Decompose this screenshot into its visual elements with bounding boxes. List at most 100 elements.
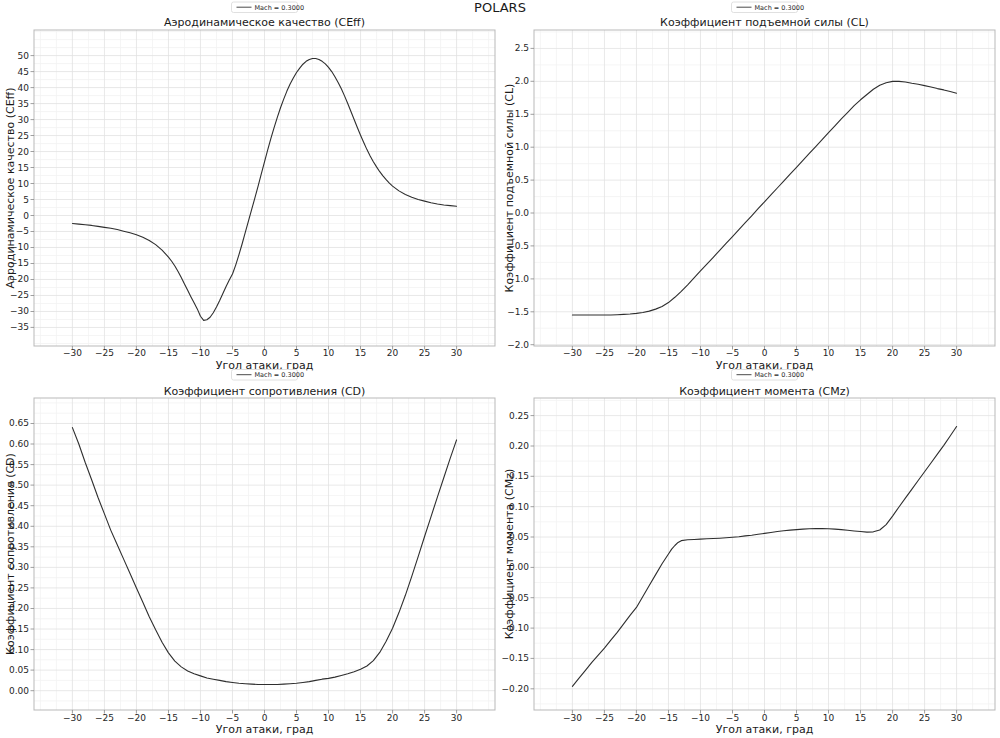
svg-text:15: 15 — [355, 348, 366, 358]
svg-text:−15: −15 — [659, 348, 678, 358]
legend-label: Mach = 0.3000 — [255, 4, 305, 12]
svg-text:25: 25 — [919, 348, 930, 358]
svg-text:25: 25 — [919, 713, 930, 723]
svg-text:10: 10 — [18, 179, 30, 189]
svg-text:−30: −30 — [63, 348, 82, 358]
svg-text:0.5: 0.5 — [515, 175, 529, 185]
svg-text:−5: −5 — [226, 348, 239, 358]
svg-text:−25: −25 — [95, 348, 114, 358]
svg-text:20: 20 — [887, 713, 899, 723]
svg-text:30: 30 — [18, 115, 30, 125]
svg-text:−20: −20 — [627, 348, 646, 358]
grid-lines — [34, 398, 495, 710]
svg-text:0: 0 — [762, 713, 768, 723]
legend: Mach = 0.3000 — [232, 370, 305, 381]
svg-text:50: 50 — [18, 51, 30, 61]
svg-text:20: 20 — [18, 147, 30, 157]
svg-text:−5: −5 — [726, 348, 739, 358]
chart-title: Коэффициент момента (CMz) — [679, 385, 850, 398]
svg-text:−10: −10 — [691, 713, 710, 723]
y-axis-label: Коэффициент сопротивления (CD) — [4, 453, 17, 655]
svg-text:−25: −25 — [10, 290, 29, 300]
svg-text:30: 30 — [451, 713, 463, 723]
svg-text:−5: −5 — [726, 713, 739, 723]
chart-title: Коэффициент сопротивления (CD) — [164, 385, 366, 398]
svg-text:5: 5 — [23, 195, 29, 205]
svg-text:5: 5 — [294, 348, 300, 358]
y-axis-label: Аэродинамическое качество (CEff) — [4, 88, 17, 289]
svg-text:−2.0: −2.0 — [507, 340, 529, 350]
svg-text:0.65: 0.65 — [9, 418, 29, 428]
svg-text:−15: −15 — [159, 713, 178, 723]
svg-text:40: 40 — [18, 83, 30, 93]
legend: Mach = 0.3000 — [732, 2, 805, 13]
legend-label: Mach = 0.3000 — [755, 4, 805, 12]
subplot-cmz: −30−25−20−15−10−5051015202530−0.20−0.15−… — [501, 370, 995, 737]
svg-text:0: 0 — [762, 348, 768, 358]
svg-text:5: 5 — [794, 348, 800, 358]
legend: Mach = 0.3000 — [732, 370, 805, 381]
grid-lines — [34, 30, 495, 346]
x-axis-label: Угол атаки, град — [716, 723, 814, 736]
svg-text:−20: −20 — [127, 348, 146, 358]
svg-text:0: 0 — [262, 713, 268, 723]
svg-text:0.0: 0.0 — [515, 208, 530, 218]
legend: Mach = 0.3000 — [232, 2, 305, 13]
svg-text:1.5: 1.5 — [515, 109, 529, 119]
svg-text:25: 25 — [419, 348, 430, 358]
svg-text:20: 20 — [387, 348, 399, 358]
svg-text:25: 25 — [419, 713, 430, 723]
svg-text:5: 5 — [794, 713, 800, 723]
svg-text:−25: −25 — [595, 348, 614, 358]
svg-text:2.5: 2.5 — [515, 43, 529, 53]
svg-text:10: 10 — [823, 348, 835, 358]
tick-labels: −30−25−20−15−10−50510152025300.000.050.1… — [9, 418, 463, 723]
svg-text:5: 5 — [294, 713, 300, 723]
svg-text:15: 15 — [855, 348, 866, 358]
svg-text:−0.20: −0.20 — [501, 684, 529, 694]
svg-text:1.0: 1.0 — [515, 142, 530, 152]
legend-label: Mach = 0.3000 — [255, 371, 305, 379]
svg-text:0: 0 — [262, 348, 268, 358]
svg-text:−15: −15 — [159, 348, 178, 358]
tick-labels: −30−25−20−15−10−5051015202530−2.0−1.5−1.… — [507, 43, 962, 358]
svg-text:−10: −10 — [191, 713, 210, 723]
svg-text:20: 20 — [887, 348, 899, 358]
grid-lines — [534, 398, 995, 710]
svg-text:−5: −5 — [226, 713, 239, 723]
svg-text:0.20: 0.20 — [509, 441, 529, 451]
svg-text:−1.5: −1.5 — [507, 307, 529, 317]
svg-text:0.05: 0.05 — [9, 665, 29, 675]
chart-title: Коэффициент подъемной силы (CL) — [660, 16, 869, 29]
svg-text:−30: −30 — [563, 348, 582, 358]
y-axis-label: Коэффициент подъемной силы (CL) — [503, 84, 516, 293]
figure-canvas: POLARS −30−25−20−15−10−5051015202530−35−… — [0, 0, 1000, 738]
svg-text:15: 15 — [18, 163, 29, 173]
svg-text:−25: −25 — [595, 713, 614, 723]
svg-text:−10: −10 — [691, 348, 710, 358]
polars-figure: POLARS −30−25−20−15−10−5051015202530−35−… — [0, 0, 1000, 738]
svg-text:15: 15 — [855, 713, 866, 723]
svg-text:0.00: 0.00 — [9, 686, 29, 696]
y-axis-label: Коэффициент момента (CMz) — [503, 469, 516, 640]
chart-title: Аэродинамическое качество (CEff) — [164, 16, 365, 29]
svg-text:−25: −25 — [95, 713, 114, 723]
svg-text:2.0: 2.0 — [515, 76, 530, 86]
svg-text:10: 10 — [323, 348, 335, 358]
subplot-cl: −30−25−20−15−10−5051015202530−2.0−1.5−1.… — [503, 2, 995, 372]
svg-text:−30: −30 — [563, 713, 582, 723]
svg-text:15: 15 — [355, 713, 366, 723]
subplot-ceff: −30−25−20−15−10−5051015202530−35−30−25−2… — [4, 2, 495, 372]
svg-text:25: 25 — [18, 131, 29, 141]
figure-title: POLARS — [474, 0, 526, 15]
svg-text:0.60: 0.60 — [9, 439, 29, 449]
legend-label: Mach = 0.3000 — [755, 371, 805, 379]
tick-labels: −30−25−20−15−10−5051015202530−0.20−0.15−… — [501, 411, 962, 723]
subplot-cd: −30−25−20−15−10−50510152025300.000.050.1… — [4, 370, 495, 737]
x-axis-label: Угол атаки, град — [216, 723, 314, 736]
svg-text:−15: −15 — [659, 713, 678, 723]
svg-text:−5: −5 — [16, 226, 29, 236]
svg-text:10: 10 — [323, 713, 335, 723]
svg-text:−30: −30 — [10, 306, 29, 316]
svg-text:−30: −30 — [63, 713, 82, 723]
